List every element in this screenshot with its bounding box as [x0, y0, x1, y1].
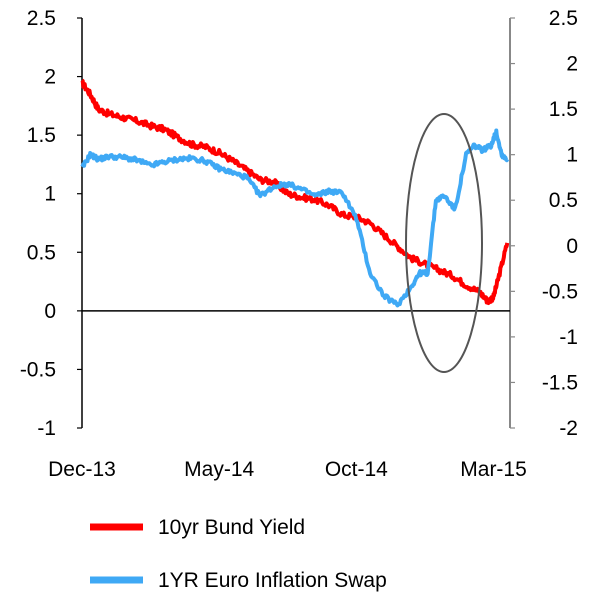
series-lines — [80, 78, 510, 308]
series-line-bund-yield — [80, 78, 510, 305]
right-tick-label: 2.5 — [549, 7, 578, 30]
left-tick-label: 0.5 — [27, 241, 56, 264]
right-tick-label: 1.5 — [549, 98, 578, 121]
left-tick-label: 0 — [44, 300, 56, 323]
x-axis-tick-labels: Dec-13 May-14 Oct-14 Mar-15 — [48, 458, 527, 481]
legend-label-inflation-swap: 1YR Euro Inflation Swap — [158, 569, 387, 592]
right-tick-label: 1 — [566, 144, 578, 167]
left-tick-label: 1 — [44, 183, 56, 206]
x-tick-label: May-14 — [184, 458, 254, 481]
x-tick-label: Oct-14 — [325, 458, 388, 481]
x-tick-label: Dec-13 — [48, 458, 116, 481]
left-tick-label: 2.5 — [27, 7, 56, 30]
left-tick-label: 2 — [44, 66, 56, 89]
left-tick-label: 1.5 — [27, 124, 56, 147]
legend: 10yr Bund Yield 1YR Euro Inflation Swap — [90, 516, 387, 592]
legend-label-bund-yield: 10yr Bund Yield — [158, 516, 305, 539]
right-tick-label: 0.5 — [549, 189, 578, 212]
right-axis-tick-labels: -2 -1.5 -1 -0.5 0 0.5 1 1.5 2 2.5 — [510, 7, 578, 440]
right-tick-label: 0 — [566, 235, 578, 258]
right-tick-label: -0.5 — [542, 280, 578, 303]
x-tick-label: Mar-15 — [460, 458, 527, 481]
right-tick-label: -1 — [559, 326, 578, 349]
left-tick-label: -1 — [37, 417, 56, 440]
left-axis-tick-labels: -1 -0.5 0 0.5 1 1.5 2 2.5 — [20, 7, 82, 440]
left-tick-label: -0.5 — [20, 358, 56, 381]
right-tick-label: 2 — [566, 53, 578, 76]
right-tick-label: -2 — [559, 417, 578, 440]
highlight-ellipse — [405, 113, 483, 373]
series-line-inflation-swap — [80, 128, 510, 308]
right-tick-label: -1.5 — [542, 371, 578, 394]
